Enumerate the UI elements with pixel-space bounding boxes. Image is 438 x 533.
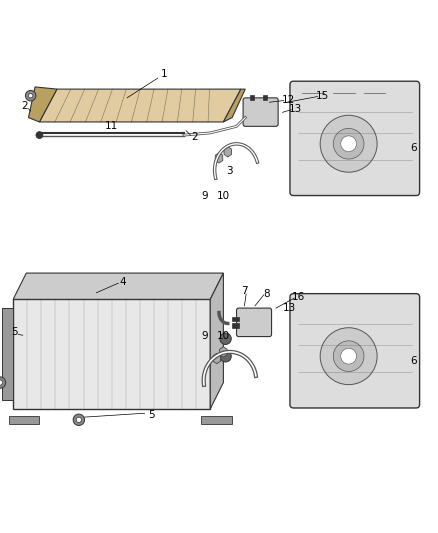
- Bar: [250, 95, 254, 100]
- Polygon shape: [215, 152, 223, 163]
- Text: 12: 12: [282, 95, 295, 105]
- Polygon shape: [13, 273, 223, 300]
- Bar: [232, 317, 239, 321]
- Text: 11: 11: [105, 122, 118, 131]
- Polygon shape: [13, 300, 210, 409]
- Circle shape: [36, 132, 43, 139]
- Text: 10: 10: [217, 191, 230, 201]
- Polygon shape: [224, 147, 232, 157]
- Text: 13: 13: [283, 303, 296, 313]
- Circle shape: [73, 414, 85, 425]
- Circle shape: [76, 417, 81, 423]
- FancyBboxPatch shape: [290, 294, 420, 408]
- Circle shape: [320, 328, 377, 385]
- Polygon shape: [213, 353, 221, 364]
- Text: 1: 1: [161, 69, 168, 79]
- Polygon shape: [223, 89, 245, 122]
- Polygon shape: [2, 308, 13, 400]
- FancyBboxPatch shape: [237, 308, 272, 336]
- FancyBboxPatch shape: [243, 98, 278, 126]
- Bar: [9, 416, 39, 424]
- Bar: [201, 416, 232, 424]
- Polygon shape: [219, 346, 227, 357]
- Text: 9: 9: [201, 330, 208, 341]
- Polygon shape: [210, 273, 223, 409]
- Text: 5: 5: [11, 327, 18, 337]
- Circle shape: [341, 348, 357, 364]
- Circle shape: [333, 341, 364, 372]
- Text: 5: 5: [148, 410, 155, 420]
- Text: 8: 8: [263, 289, 270, 298]
- Text: 9: 9: [201, 191, 208, 201]
- Text: 16: 16: [292, 292, 305, 302]
- Text: 3: 3: [226, 166, 233, 176]
- Circle shape: [220, 333, 231, 344]
- Polygon shape: [28, 87, 57, 122]
- Text: 6: 6: [410, 143, 417, 154]
- Text: 4: 4: [119, 277, 126, 287]
- Polygon shape: [39, 89, 241, 122]
- FancyBboxPatch shape: [290, 81, 420, 196]
- Circle shape: [333, 128, 364, 159]
- Bar: [232, 324, 239, 328]
- Circle shape: [220, 351, 231, 362]
- Circle shape: [28, 93, 33, 98]
- Text: 2: 2: [21, 101, 28, 111]
- Text: 2: 2: [191, 132, 198, 142]
- Circle shape: [25, 91, 36, 101]
- Circle shape: [0, 380, 3, 385]
- Text: 6: 6: [410, 356, 417, 366]
- Text: 13: 13: [289, 104, 302, 114]
- Circle shape: [341, 136, 357, 151]
- Circle shape: [0, 377, 6, 388]
- Bar: [263, 95, 267, 100]
- Circle shape: [320, 115, 377, 172]
- Text: 7: 7: [241, 286, 248, 296]
- Text: 15: 15: [316, 91, 329, 101]
- Text: 10: 10: [217, 330, 230, 341]
